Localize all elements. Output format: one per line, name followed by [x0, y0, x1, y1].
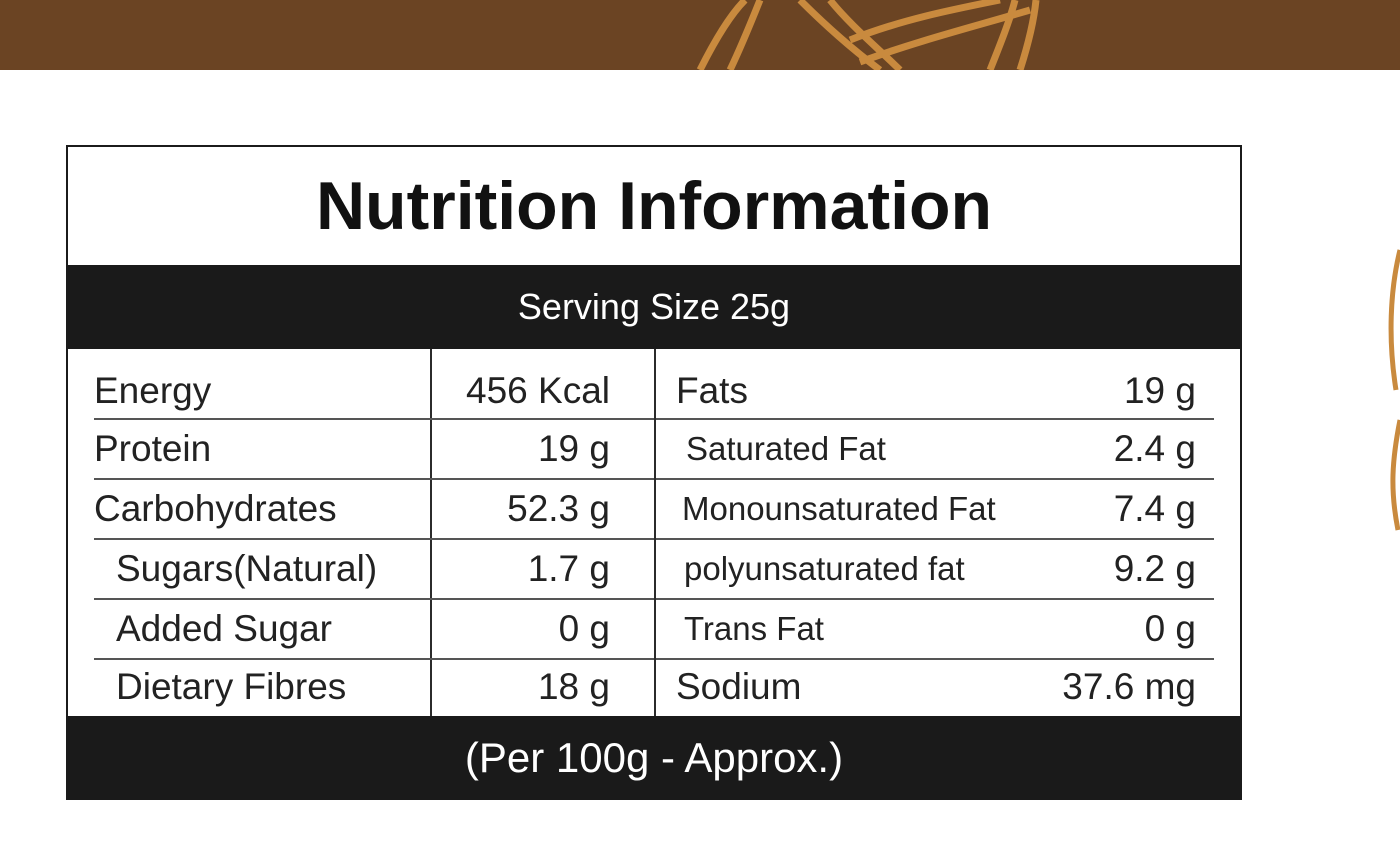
nutrient-name: Carbohydrates — [94, 488, 337, 529]
decorative-edge-pattern — [1388, 249, 1400, 531]
nutrient-value: 19 g — [537, 428, 610, 469]
nutrition-grid: Energy 456 Kcal Protein 19 g Carbohydrat… — [68, 349, 1240, 716]
row-divider — [94, 478, 654, 480]
row-divider — [656, 478, 1214, 480]
row-divider — [656, 418, 1214, 420]
nutrient-name: Fats — [676, 370, 748, 411]
nutrient-name: Dietary Fibres — [116, 666, 347, 707]
nutrient-value: 1.7 g — [527, 548, 610, 589]
nutrient-value: 0 g — [1144, 608, 1196, 649]
nutrient-value: 37.6 mg — [1062, 666, 1196, 707]
row-divider — [656, 598, 1214, 600]
nutrient-value: 456 Kcal — [466, 370, 610, 411]
per-100g-note: (Per 100g - Approx.) — [68, 716, 1240, 800]
nutrient-value: 2.4 g — [1113, 428, 1196, 469]
panel-title: Nutrition Information — [315, 168, 993, 244]
decorative-top-band — [0, 0, 1400, 70]
nutrient-value: 7.4 g — [1113, 488, 1196, 529]
nutrient-name: Protein — [94, 428, 212, 469]
nutrient-name: polyunsaturated fat — [684, 550, 965, 587]
nutrient-name: Sugars(Natural) — [116, 548, 378, 589]
nutrient-value: 0 g — [558, 608, 610, 649]
nutrition-panel: Nutrition Information Serving Size 25g E… — [66, 145, 1242, 800]
row-divider — [94, 598, 654, 600]
nutrient-value: 19 g — [1123, 370, 1196, 411]
row-divider — [656, 538, 1214, 540]
column-divider — [654, 349, 656, 716]
nutrient-name: Saturated Fat — [686, 430, 886, 467]
row-divider — [94, 418, 654, 420]
serving-size-label: Serving Size 25g — [68, 265, 1240, 349]
nutrient-name: Monounsaturated Fat — [682, 490, 996, 527]
column-divider — [430, 349, 432, 716]
row-divider — [94, 538, 654, 540]
nutrient-name: Added Sugar — [116, 608, 333, 649]
nutrient-value: 52.3 g — [507, 488, 610, 529]
row-divider — [94, 658, 654, 660]
nutrient-value: 9.2 g — [1113, 548, 1196, 589]
nutrient-name: Energy — [94, 370, 212, 411]
decorative-right-edge — [1386, 70, 1400, 856]
nutrient-name: Trans Fat — [684, 610, 824, 647]
decorative-pattern — [696, 0, 1040, 70]
nutrient-name: Sodium — [676, 666, 802, 707]
row-divider — [656, 658, 1214, 660]
nutrient-value: 18 g — [537, 666, 610, 707]
